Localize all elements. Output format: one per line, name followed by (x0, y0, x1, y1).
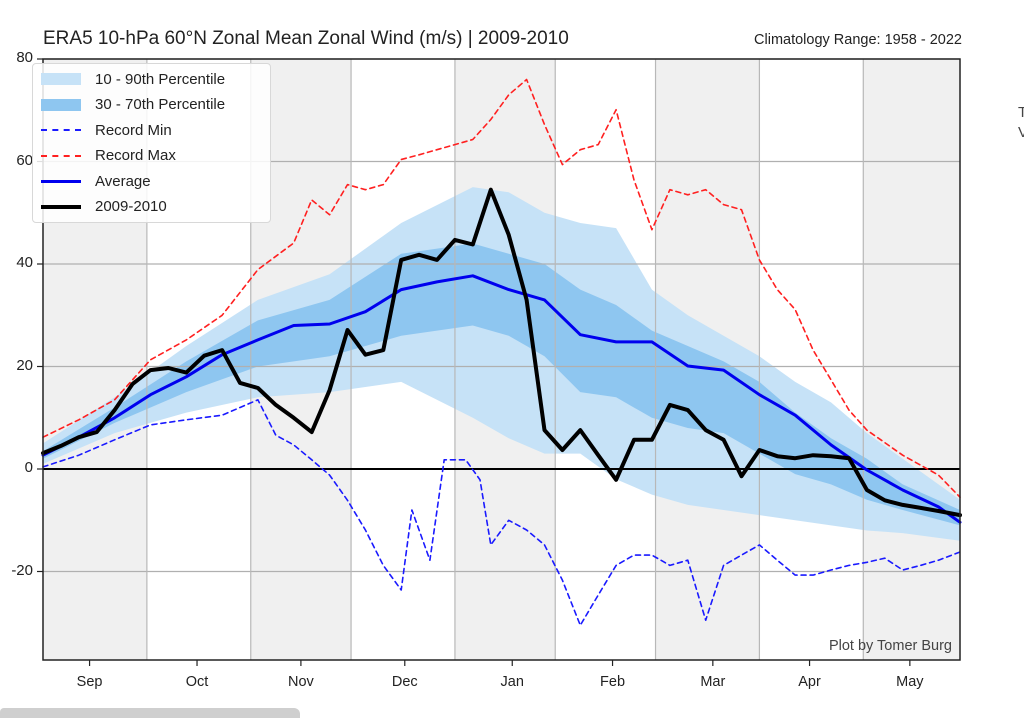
chart-subtitle: Climatology Range: 1958 - 2022 (754, 32, 962, 48)
legend-label: Average (95, 172, 151, 190)
legend-item: 10 - 90th Percentile (41, 68, 225, 90)
y-tick-label: 80 (16, 49, 33, 66)
y-tick-label: -20 (11, 561, 33, 579)
legend-item: 30 - 70th Percentile (41, 94, 225, 116)
series-record-max (42, 78, 961, 498)
plot-frame (42, 58, 961, 661)
legend-item: Record Min (41, 119, 172, 141)
legend-label: Record Max (95, 147, 176, 164)
x-tick-label: Feb (600, 674, 626, 690)
legend-swatch (41, 204, 81, 209)
legend-swatch (41, 179, 81, 183)
x-tick-label: Mar (700, 674, 726, 690)
side-panel-text-1: T (1018, 104, 1024, 121)
y-tick-label: 60 (16, 151, 33, 169)
series-record-min (42, 399, 961, 627)
legend-swatch (41, 98, 81, 111)
horizontal-scrollbar[interactable] (0, 708, 300, 718)
x-tick-label: Oct (185, 674, 209, 690)
month-shade (863, 59, 960, 660)
legend-item: 2009-2010 (41, 196, 167, 218)
x-tick-label: Dec (391, 674, 418, 690)
legend-swatch (41, 73, 81, 85)
legend-label: 30 - 70th Percentile (95, 96, 226, 113)
legend-swatch (41, 129, 81, 131)
x-tick-label: Nov (288, 674, 314, 690)
x-tick-label: May (896, 674, 924, 690)
x-tick-label: Jan (500, 674, 524, 690)
x-tick-label: Sep (76, 674, 103, 690)
x-tick-label: Apr (798, 674, 821, 690)
chart-legend: 10 - 90th Percentile 30 - 70th Percentile… (32, 63, 271, 223)
legend-item: Record Max (41, 145, 176, 167)
legend-label: 2009-2010 (95, 198, 167, 215)
series-average (41, 274, 962, 524)
chart-title: ERA5 10-hPa 60°N Zonal Mean Zonal Wind (… (43, 28, 569, 49)
series-2009-2010 (41, 187, 962, 518)
band-30-70-percentile (43, 243, 960, 526)
legend-label: 10 - 90th Percentile (95, 70, 226, 88)
y-tick-label: 40 (16, 254, 33, 271)
legend-item: Average (41, 170, 151, 192)
side-panel-text-2: V (1018, 124, 1024, 141)
legend-label: Record Min (95, 121, 172, 139)
y-tick-label: 0 (24, 459, 33, 476)
plot-credit: Plot by Tomer Burg (828, 638, 952, 654)
legend-swatch (41, 154, 81, 157)
y-tick-label: 20 (16, 356, 33, 374)
